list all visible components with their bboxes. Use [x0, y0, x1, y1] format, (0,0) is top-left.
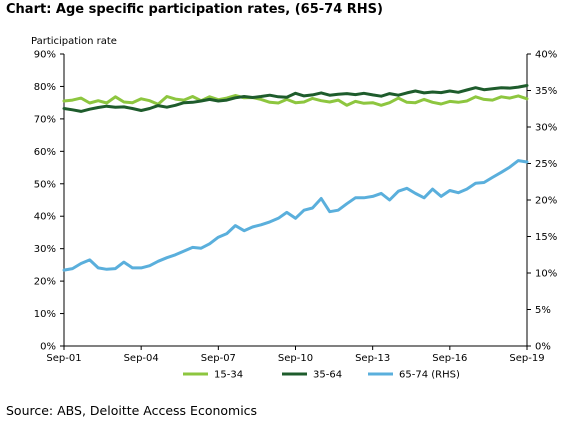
right-tick-label: 10%: [535, 269, 557, 280]
y-axis-label: Participation rate: [31, 36, 117, 47]
left-tick-label: 70%: [34, 114, 56, 125]
right-tick-label: 35%: [535, 86, 557, 97]
left-tick-label: 60%: [34, 147, 56, 158]
x-tick-label: Sep-01: [46, 353, 81, 364]
left-tick-label: 10%: [34, 309, 56, 320]
chart-title: Chart: Age specific participation rates,…: [6, 2, 383, 17]
right-tick-label: 40%: [535, 50, 557, 61]
right-tick-label: 25%: [535, 159, 557, 170]
left-tick-label: 50%: [34, 179, 56, 190]
right-tick-label: 5%: [535, 305, 551, 316]
left-tick-label: 30%: [34, 244, 56, 255]
line-chart: Participation rate 0% 10% 20% 30% 40% 50% 60% 7…: [31, 36, 557, 381]
right-tick-label: 20%: [535, 196, 557, 207]
legend-label: 15-34: [214, 370, 243, 381]
chart-legend: 15-34 35-64 65-74 (RHS): [183, 370, 460, 381]
left-tick-label: 80%: [34, 82, 56, 93]
legend-label: 35-64: [313, 370, 342, 381]
x-tick-label: Sep-07: [201, 353, 236, 364]
series-lines: [62, 84, 529, 272]
x-tick-label: Sep-16: [432, 353, 467, 364]
x-tick-label: Sep-19: [509, 353, 544, 364]
left-tick-label: 40%: [34, 212, 56, 223]
left-tick-label: 0%: [40, 342, 56, 353]
right-tick-label: 15%: [535, 232, 557, 243]
series-line-15-34: [62, 94, 529, 107]
right-tick-label: 30%: [535, 123, 557, 134]
chart-axes: 0% 10% 20% 30% 40% 50% 60% 70% 80% 90% 0% 5% 10% 15% 2…: [34, 50, 557, 365]
source-note: Source: ABS, Deloitte Access Economics: [6, 403, 258, 418]
series-line-65-74-rhs-: [62, 159, 529, 272]
series-line-35-64: [62, 84, 529, 113]
x-tick-label: Sep-10: [278, 353, 313, 364]
x-tick-label: Sep-13: [355, 353, 390, 364]
left-tick-label: 20%: [34, 277, 56, 288]
legend-label: 65-74 (RHS): [399, 370, 460, 381]
x-tick-label: Sep-04: [124, 353, 159, 364]
right-tick-label: 0%: [535, 342, 551, 353]
left-tick-label: 90%: [34, 50, 56, 61]
